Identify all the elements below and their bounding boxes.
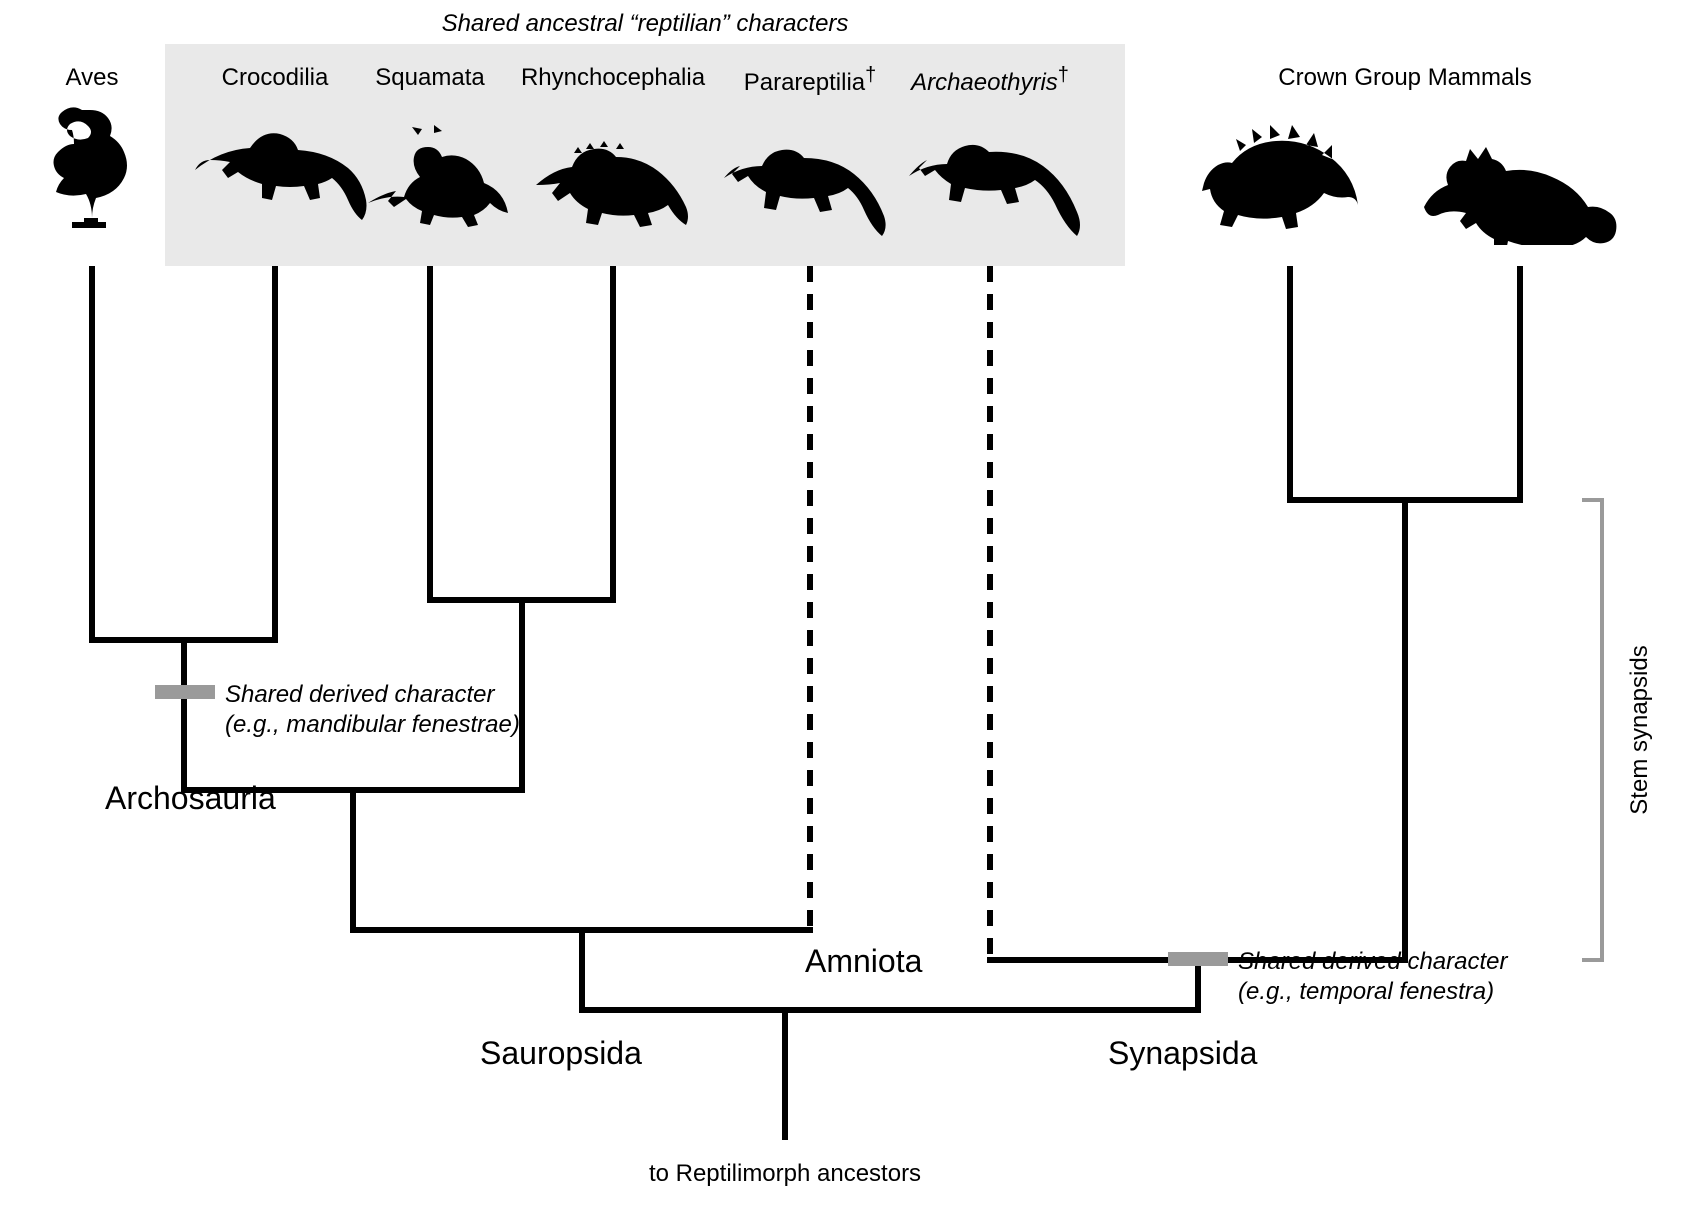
bracket-stem-synapsids: Stem synapsids (1626, 645, 1654, 814)
silhouette-lizard-icon (360, 125, 510, 235)
annot-archosauria-l2: (e.g., mandibular fenestrae) (225, 711, 520, 738)
clade-synapsida: Synapsida (1108, 1035, 1257, 1072)
annot-synapsida-l2: (e.g., temporal fenestra) (1238, 978, 1494, 1005)
silhouette-archaeothyris-icon (905, 120, 1095, 240)
silhouette-echidna-icon (1200, 115, 1370, 245)
clade-archosauria: Archosauria (105, 780, 276, 817)
silhouette-tuatara-icon (530, 115, 700, 235)
silhouette-parareptile-icon (720, 120, 900, 240)
dagger-icon: † (1058, 64, 1069, 86)
annot-archosauria: Shared derived character (e.g., mandibul… (225, 680, 520, 740)
label-crown-mammals: Crown Group Mammals (1278, 64, 1531, 92)
label-archaeothyris: Archaeothyris† (911, 64, 1069, 97)
label-aves: Aves (66, 64, 119, 92)
footer-reptilimorph: to Reptilimorph ancestors (649, 1160, 921, 1188)
label-archaeothyris-text: Archaeothyris (911, 69, 1058, 96)
annot-archosauria-l1: Shared derived character (225, 681, 494, 708)
silhouette-bird-icon (40, 100, 150, 250)
label-rhyncho: Rhynchocephalia (521, 64, 705, 92)
silhouette-croc-icon (190, 115, 370, 235)
diagram-stage: Shared ancestral “reptilian” characters (0, 0, 1702, 1208)
clade-amniota: Amniota (805, 943, 922, 980)
tick-archosauria (155, 685, 215, 699)
clade-sauropsida: Sauropsida (480, 1035, 642, 1072)
dagger-icon: † (865, 64, 876, 86)
label-parareptilia: Parareptilia† (744, 64, 877, 97)
label-crocodilia: Crocodilia (222, 64, 329, 92)
label-squamata: Squamata (375, 64, 484, 92)
label-parareptilia-text: Parareptilia (744, 69, 865, 96)
tick-synapsida (1168, 952, 1228, 966)
silhouette-fox-icon (1418, 115, 1618, 245)
annot-synapsida: Shared derived character (e.g., temporal… (1238, 947, 1507, 1007)
annot-synapsida-l1: Shared derived character (1238, 948, 1507, 975)
